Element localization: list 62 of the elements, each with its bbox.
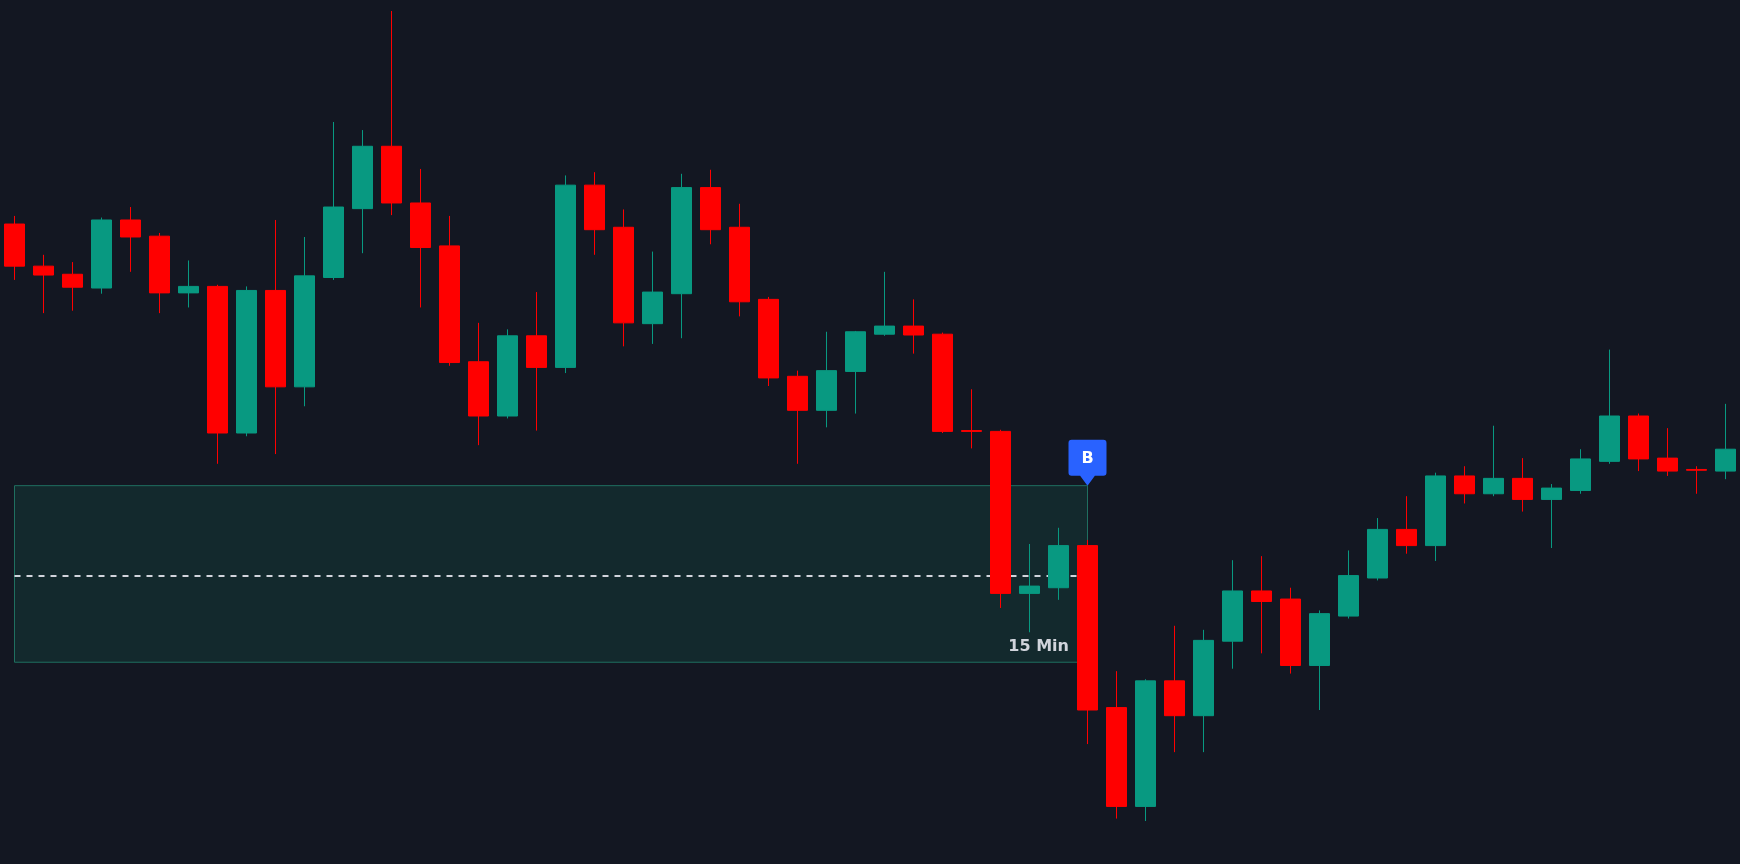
candlestick — [265, 219, 286, 455]
candlestick — [758, 296, 779, 387]
candlestick — [1599, 349, 1620, 465]
candlestick — [1019, 543, 1040, 633]
candlestick — [294, 236, 315, 407]
candlestick — [1077, 539, 1098, 745]
candlestick — [497, 328, 518, 419]
candlestick — [1338, 549, 1359, 619]
candlestick — [1512, 457, 1533, 513]
candlestick — [932, 332, 953, 434]
candlestick — [1135, 678, 1156, 822]
candlestick — [352, 129, 373, 254]
candlestick — [4, 215, 25, 281]
candlestick — [990, 429, 1011, 609]
candlestick — [62, 261, 83, 312]
candlestick — [1628, 413, 1649, 472]
candlestick — [1541, 483, 1562, 549]
candlestick — [120, 206, 141, 273]
candlestick — [1106, 670, 1127, 820]
candlestick — [207, 284, 228, 465]
candlestick — [526, 291, 547, 432]
candlestick — [700, 169, 721, 245]
candlestick — [178, 259, 199, 308]
candlestick — [642, 251, 663, 345]
candlestick — [149, 232, 170, 314]
candlestick — [410, 168, 431, 308]
candlestick — [845, 330, 866, 415]
candlestick — [323, 121, 344, 281]
candlestick — [584, 171, 605, 256]
candlestick — [1715, 403, 1736, 480]
candlestick — [33, 254, 54, 314]
candlestick — [1454, 465, 1475, 504]
candlestick — [1193, 629, 1214, 753]
candlestick — [729, 203, 750, 317]
candlestick — [1396, 495, 1417, 555]
candlestick — [1570, 448, 1591, 495]
candlestick — [555, 174, 576, 374]
candlestick — [1280, 587, 1301, 675]
candlestick — [381, 10, 402, 216]
band-label: 15 Min — [1008, 636, 1069, 656]
candlestick — [1483, 425, 1504, 497]
candlestick — [1686, 465, 1707, 495]
candlestick — [439, 215, 460, 367]
candlestick — [91, 217, 112, 295]
candlestick — [613, 208, 634, 347]
candlestick — [236, 285, 257, 437]
candlestick — [1657, 427, 1678, 477]
annotation: B — [1081, 448, 1094, 468]
candlestick — [874, 271, 895, 337]
candlestick — [787, 370, 808, 465]
candlestick — [1222, 559, 1243, 670]
candlestick — [468, 322, 489, 446]
candlestick — [1367, 517, 1388, 581]
candlestick — [1251, 555, 1272, 654]
candlestick — [903, 298, 924, 355]
candlestick — [1048, 527, 1069, 601]
candlestick — [1425, 472, 1446, 562]
candlestick — [1309, 609, 1330, 711]
candlestick — [816, 331, 837, 428]
candlestick — [1164, 625, 1185, 753]
candlestick — [961, 388, 982, 449]
candlestick — [671, 173, 692, 339]
